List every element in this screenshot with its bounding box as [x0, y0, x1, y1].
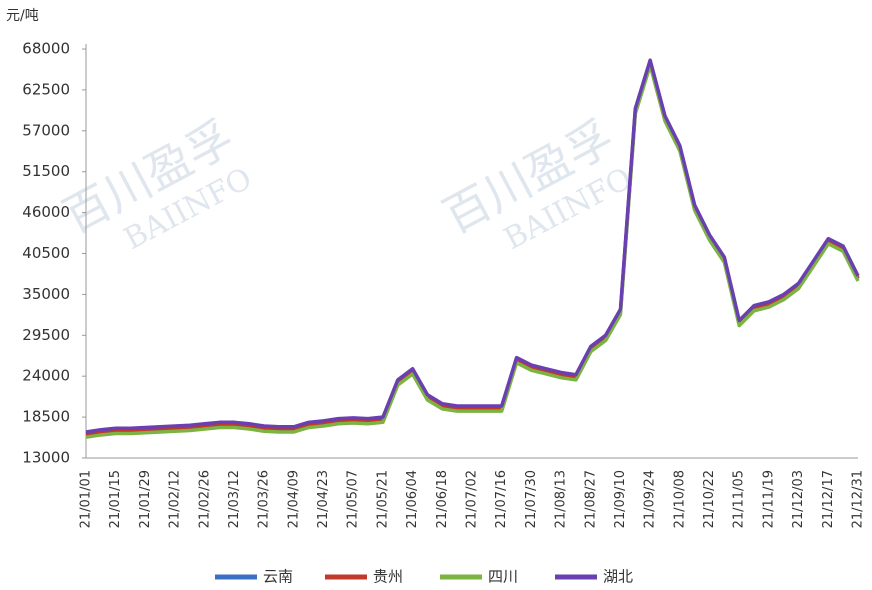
y-tick-label: 68000	[22, 40, 70, 58]
y-tick-label: 46000	[22, 203, 70, 221]
y-tick-label: 57000	[22, 121, 70, 139]
y-axis-label: 元/吨	[6, 8, 39, 24]
x-tick-label: 21/10/08	[672, 470, 687, 528]
x-tick-label: 21/04/23	[316, 470, 331, 528]
x-tick-label: 21/12/03	[791, 470, 806, 528]
x-tick-label: 21/10/22	[702, 470, 717, 528]
y-tick-label: 24000	[22, 367, 70, 385]
x-tick-label: 21/08/27	[583, 470, 598, 528]
x-tick-label: 21/08/13	[554, 470, 569, 528]
y-tick-label: 35000	[22, 285, 70, 303]
x-tick-label: 21/02/12	[168, 470, 183, 528]
legend-label: 湖北	[603, 568, 633, 586]
x-tick-label: 21/12/31	[851, 470, 866, 528]
y-tick-label: 40500	[22, 244, 70, 262]
x-tick-label: 21/02/26	[197, 470, 212, 528]
x-tick-label: 21/09/10	[613, 470, 628, 528]
x-tick-label: 21/09/24	[643, 470, 658, 528]
x-tick-label: 21/04/09	[286, 470, 301, 528]
x-tick-label: 21/01/01	[79, 470, 94, 528]
x-tick-label: 21/06/18	[435, 470, 450, 528]
x-tick-label: 21/07/30	[524, 470, 539, 528]
legend-label: 贵州	[373, 568, 403, 586]
legend-label: 四川	[488, 568, 518, 586]
x-tick-label: 21/01/29	[138, 470, 153, 528]
y-tick-label: 51500	[22, 162, 70, 180]
y-tick-label: 18500	[22, 408, 70, 426]
line	[85, 58, 860, 434]
x-tick-label: 21/03/26	[257, 470, 272, 528]
y-tick-label: 29500	[22, 326, 70, 344]
y-tick-label: 13000	[22, 449, 70, 467]
legend-label: 云南	[263, 568, 293, 586]
x-tick-label: 21/07/16	[494, 470, 509, 528]
x-tick-label: 21/05/21	[375, 470, 390, 528]
x-tick-label: 21/07/02	[465, 470, 480, 528]
x-tick-label: 21/06/04	[405, 470, 420, 528]
y-tick-label: 62500	[22, 80, 70, 98]
x-tick-label: 21/11/19	[761, 470, 776, 528]
x-tick-label: 21/03/12	[227, 470, 242, 528]
x-tick-label: 21/11/05	[732, 470, 747, 528]
x-tick-label: 21/12/17	[821, 470, 836, 528]
x-tick-label: 21/01/15	[108, 470, 123, 528]
x-tick-label: 21/05/07	[346, 470, 361, 528]
